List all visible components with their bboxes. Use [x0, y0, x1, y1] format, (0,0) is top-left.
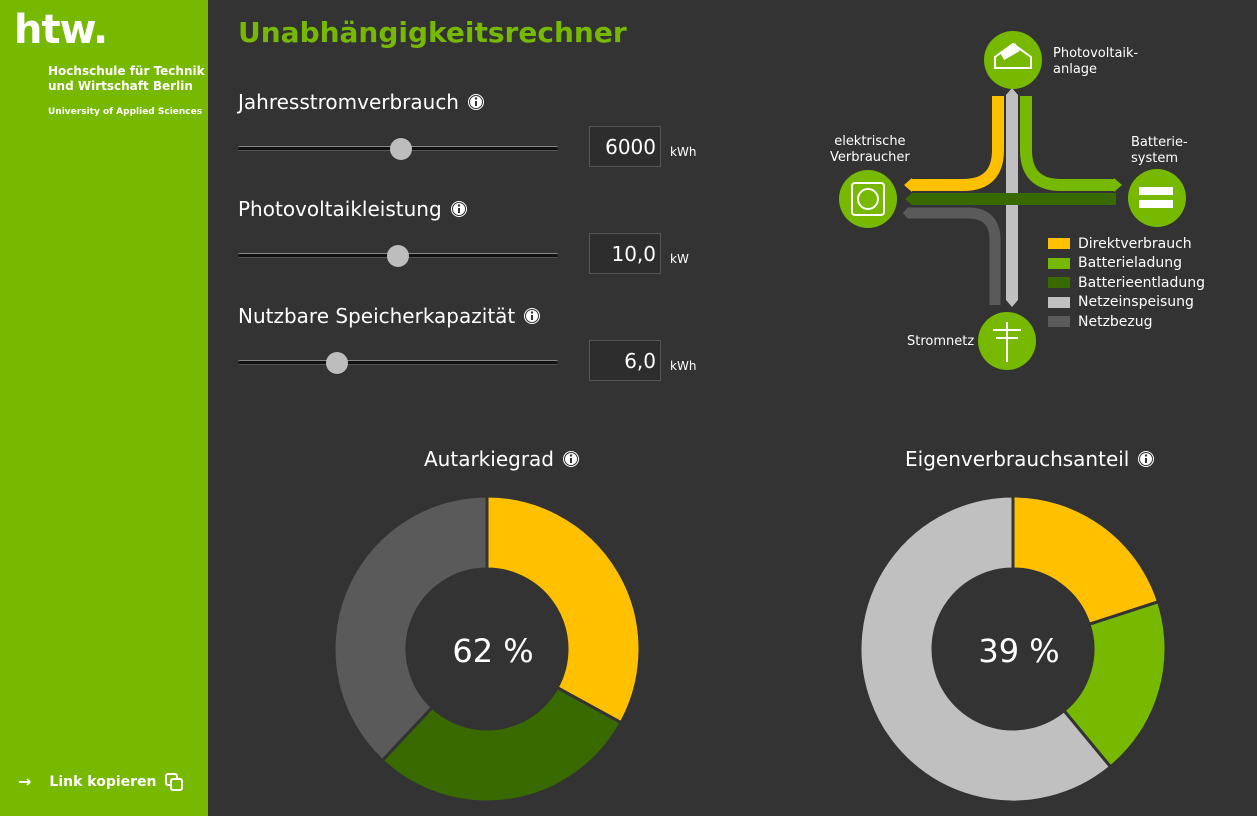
- info-icon[interactable]: [450, 200, 468, 218]
- battery-cell-bottom-icon: [1139, 200, 1173, 208]
- self-consumption-donut-chart: [858, 494, 1168, 804]
- donut-slice-netzeinspeisung: [858, 494, 1113, 804]
- grid-label: Stromnetz: [907, 334, 975, 349]
- flow-direct-consumption-arrow: [904, 178, 912, 192]
- htw-logo: htw.: [14, 7, 108, 53]
- legend-swatch: [1048, 296, 1070, 308]
- autarky-donut-chart: [332, 494, 642, 804]
- flow-legend: Direktverbrauch Batterieladung Batteriee…: [1048, 234, 1205, 332]
- legend-label: Netzbezug: [1078, 313, 1153, 330]
- legend-swatch: [1048, 257, 1070, 269]
- storage-capacity-input[interactable]: 6,0: [589, 340, 661, 381]
- donut-slice-batterieentladung: [380, 685, 624, 804]
- storage-capacity-label-text: Nutzbare Speicherkapazität: [238, 304, 516, 328]
- self-consumption-chart-title: Eigenverbrauchsanteil: [905, 447, 1155, 471]
- storage-capacity-unit: kWh: [670, 359, 697, 373]
- socket-inner-icon: [857, 188, 879, 210]
- copy-link-label: Link kopieren: [49, 773, 157, 790]
- legend-item: Batterieentladung: [1048, 273, 1205, 293]
- legend-swatch: [1048, 316, 1070, 328]
- pv-power-unit: kW: [670, 252, 689, 266]
- battery-system-label-1: Batterie-: [1131, 135, 1188, 150]
- flow-direct-consumption: [912, 96, 1004, 191]
- pv-system-icon: [984, 31, 1042, 89]
- institution-subtitle: University of Applied Sciences: [48, 107, 203, 117]
- power-pylon-icon: [993, 322, 1021, 362]
- annual-consumption-label: Jahresstromverbrauch: [238, 90, 485, 114]
- legend-swatch: [1048, 238, 1070, 250]
- self-consumption-title-text: Eigenverbrauchsanteil: [905, 447, 1130, 471]
- legend-label: Batterieentladung: [1078, 274, 1205, 291]
- legend-label: Netzeinspeisung: [1078, 294, 1194, 311]
- copy-icon: [164, 772, 183, 791]
- pv-power-slider[interactable]: [238, 245, 558, 267]
- pv-system-label: Photovoltaik- anlage: [1053, 46, 1138, 78]
- energy-flow-diagram: [839, 31, 1186, 370]
- flow-battery-discharging-arrow: [905, 193, 912, 205]
- house-icon: [994, 42, 1032, 69]
- consumer-label-2: Verbraucher: [830, 150, 910, 165]
- arrow-right-icon: →: [18, 772, 32, 791]
- legend-item: Netzbezug: [1048, 312, 1205, 332]
- info-icon[interactable]: [467, 93, 485, 111]
- flow-grid-purchase-arrow: [903, 207, 908, 219]
- sidebar: htw. Hochschule für Technik und Wirtscha…: [0, 0, 208, 816]
- flow-battery-charging: [1020, 96, 1114, 191]
- institution-line-1: Hochschule für Technik: [48, 64, 205, 78]
- legend-item: Batterieladung: [1048, 254, 1205, 274]
- slider-thumb[interactable]: [387, 245, 409, 267]
- storage-capacity-label: Nutzbare Speicherkapazität: [238, 304, 541, 328]
- copy-link-button[interactable]: → Link kopieren: [18, 772, 183, 791]
- consumer-icon: [839, 170, 897, 228]
- institution-line-2: und Wirtschaft Berlin: [48, 79, 193, 93]
- slider-track: [238, 360, 558, 365]
- annual-consumption-label-text: Jahresstromverbrauch: [238, 90, 459, 114]
- battery-system-label: Batterie- system: [1131, 135, 1188, 167]
- annual-consumption-unit: kWh: [670, 145, 697, 159]
- consumer-label: elektrische Verbraucher: [830, 134, 910, 166]
- pv-power-input[interactable]: 10,0: [589, 233, 661, 274]
- flow-grid-purchase: [908, 207, 1001, 305]
- socket-icon: [851, 182, 885, 216]
- info-icon[interactable]: [523, 307, 541, 325]
- pv-power-label: Photovoltaikleistung: [238, 197, 468, 221]
- flow-battery-discharging: [912, 193, 1116, 205]
- autarky-title-text: Autarkiegrad: [424, 447, 554, 471]
- annual-consumption-slider[interactable]: [238, 138, 558, 160]
- info-icon[interactable]: [562, 450, 580, 468]
- legend-swatch: [1048, 277, 1070, 289]
- battery-cell-top-icon: [1139, 187, 1173, 195]
- flow-battery-charging-arrow: [1114, 178, 1122, 192]
- donut-slice-netzbezug: [332, 494, 489, 763]
- donut-slice-batterieladung: [1061, 599, 1168, 770]
- donut-slice-direktverbrauch: [485, 494, 642, 725]
- pv-power-label-text: Photovoltaikleistung: [238, 197, 442, 221]
- slider-thumb[interactable]: [390, 138, 413, 160]
- legend-label: Direktverbrauch: [1078, 235, 1192, 252]
- legend-label: Batterieladung: [1078, 255, 1183, 272]
- autarky-chart-title: Autarkiegrad: [424, 447, 580, 471]
- info-icon[interactable]: [1137, 450, 1155, 468]
- autarky-value: 62 %: [452, 632, 534, 670]
- storage-capacity-slider[interactable]: [238, 352, 558, 374]
- page-title: Unabhängigkeitsrechner: [238, 16, 627, 49]
- battery-system-label-2: system: [1131, 151, 1178, 166]
- legend-item: Netzeinspeisung: [1048, 293, 1205, 313]
- consumer-label-1: elektrische: [834, 134, 906, 149]
- self-consumption-value: 39 %: [978, 632, 1060, 670]
- legend-item: Direktverbrauch: [1048, 234, 1205, 254]
- donut-slice-direktverbrauch: [1011, 494, 1161, 627]
- solar-panel-icon: [999, 43, 1020, 60]
- annual-consumption-input[interactable]: 6000: [589, 126, 661, 167]
- institution-name: Hochschule für Technik und Wirtschaft Be…: [48, 64, 205, 94]
- pv-system-label-1: Photovoltaik-: [1053, 46, 1139, 61]
- slider-thumb[interactable]: [326, 352, 349, 374]
- pv-system-label-2: anlage: [1053, 62, 1098, 77]
- battery-system-icon: [1128, 169, 1186, 227]
